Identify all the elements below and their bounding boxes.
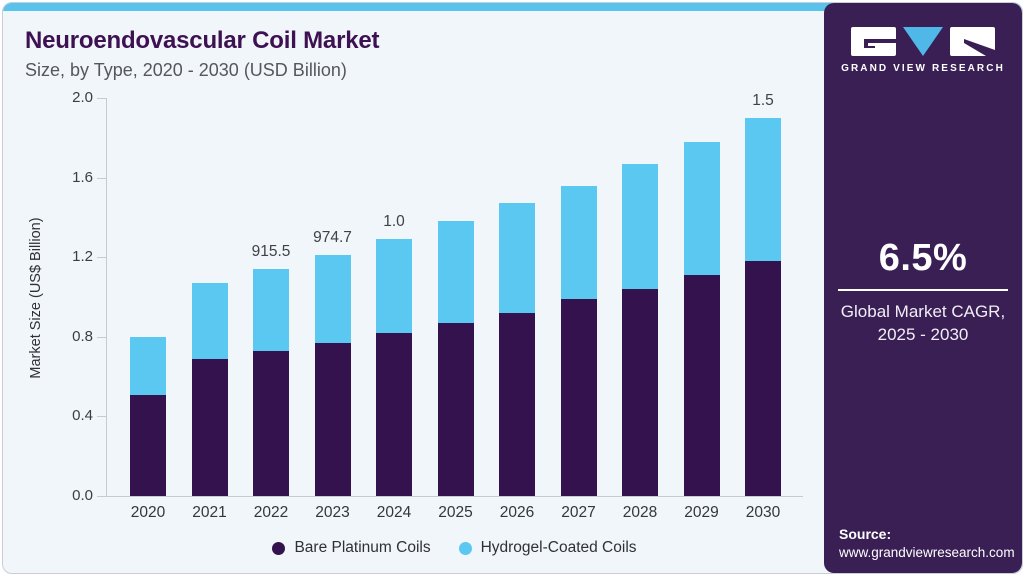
bar-segment-2023-hydrogel <box>314 255 351 343</box>
bar-segment-2029-hydrogel <box>683 141 720 276</box>
source-url: www.grandviewresearch.com <box>839 545 1015 560</box>
y-tick-label: 0.0 <box>72 487 93 504</box>
source-label: Source: <box>839 526 892 542</box>
legend-label: Bare Platinum Coils <box>294 539 431 556</box>
bar-segment-2021-hydrogel <box>191 283 228 359</box>
cagr-caption-line1: Global Market CAGR, <box>840 302 1006 321</box>
legend-label: Hydrogel-Coated Coils <box>480 539 637 556</box>
x-tick-label-2029: 2029 <box>684 504 719 521</box>
stacked-bar-2030 <box>745 117 781 496</box>
bar-segment-2030-hydrogel <box>745 117 781 262</box>
x-tick-label-2025: 2025 <box>438 504 473 521</box>
legend: Bare Platinum Coils Hydrogel-Coated Coils <box>106 539 803 557</box>
cagr-block: 6.5% Global Market CAGR, 2025 - 2030 <box>824 237 1022 346</box>
page-subtitle: Size, by Type, 2020 - 2030 (USD Billion) <box>25 60 347 80</box>
bar-segment-2027-bare <box>560 299 597 496</box>
bar-segment-2024-hydrogel <box>376 239 412 333</box>
x-tick-label-2023: 2023 <box>315 504 350 521</box>
y-tick-mark <box>97 177 107 179</box>
y-axis-title: Market Size (US$ Billion) <box>28 217 44 379</box>
bar-segment-2025-hydrogel <box>437 221 474 323</box>
y-tick-mark <box>97 496 107 497</box>
bar-segment-2022-hydrogel <box>253 269 289 351</box>
stacked-bar-2023 <box>314 255 351 496</box>
bar-segment-2021-bare <box>191 358 228 496</box>
bar-value-label-2030: 1.5 <box>752 91 774 109</box>
bar-segment-2022-bare <box>253 350 289 496</box>
plot-area: 0.0 0.4 0.8 1.2 1.6 2.0 2020 2021 915.5 2022 974.7… <box>72 89 803 521</box>
logo-g-icon <box>851 27 896 56</box>
y-tick-mark <box>97 336 107 338</box>
bar-segment-2030-bare <box>745 261 781 496</box>
cagr-value: 6.5% <box>878 237 968 279</box>
x-tick-label-2026: 2026 <box>499 504 535 521</box>
x-tick-label-2030: 2030 <box>745 504 781 521</box>
x-tick-label-2027: 2027 <box>561 504 596 521</box>
stacked-bar-2022 <box>253 269 289 496</box>
cagr-caption-line2: 2025 - 2030 <box>877 325 969 344</box>
bar-value-label-2023: 974.7 <box>313 229 352 247</box>
bar-value-label-2022: 915.5 <box>251 243 291 261</box>
sidebar: GRAND VIEW RESEARCH 6.5% Global Market C… <box>824 3 1022 573</box>
stacked-bar-2020 <box>130 336 166 496</box>
bar-segment-2028-hydrogel <box>622 163 658 290</box>
logo-r-icon <box>950 27 995 56</box>
x-tick-label-2024: 2024 <box>376 504 412 521</box>
stacked-bar-2026 <box>499 203 535 496</box>
bar-segment-2020-bare <box>130 394 166 496</box>
y-tick-label: 1.6 <box>72 168 93 186</box>
y-tick-label: 2.0 <box>72 89 93 106</box>
x-tick-label-2028: 2028 <box>622 504 658 521</box>
y-tick-label: 0.8 <box>72 327 93 345</box>
stacked-bar-2025 <box>437 221 474 496</box>
bar-segment-2025-bare <box>437 322 474 496</box>
logo-wordmark: GRAND VIEW RESEARCH <box>841 63 1005 74</box>
cagr-divider <box>838 289 1008 291</box>
stacked-bar-2029 <box>683 141 720 496</box>
bar-segment-2029-bare <box>683 275 720 496</box>
stacked-bar-2024 <box>376 239 412 496</box>
bar-segment-2027-hydrogel <box>560 185 597 299</box>
bar-value-label-2024: 1.0 <box>383 213 405 231</box>
gvr-logo <box>824 27 1022 56</box>
legend-swatch-icon <box>272 541 286 555</box>
bar-segment-2023-bare <box>314 342 351 496</box>
bar-segment-2024-bare <box>376 332 412 496</box>
y-tick-label: 0.4 <box>72 407 93 425</box>
bar-segment-2020-hydrogel <box>130 336 166 395</box>
legend-item: Bare Platinum Coils <box>272 539 431 557</box>
source-block: Source: www.grandviewresearch.com <box>839 526 1015 560</box>
bar-segment-2026-hydrogel <box>499 203 535 313</box>
y-tick-label: 1.2 <box>72 248 93 266</box>
legend-item: Hydrogel-Coated Coils <box>458 539 637 557</box>
y-tick-mark <box>97 416 107 418</box>
stacked-bar-2021 <box>191 283 228 496</box>
y-tick-mark <box>97 98 107 99</box>
stacked-bar-2027 <box>560 185 597 496</box>
bar-segment-2026-bare <box>499 312 535 496</box>
page-title: Neuroendovascular Coil Market <box>25 27 380 54</box>
legend-swatch-icon <box>458 541 472 555</box>
y-tick-mark <box>97 257 107 259</box>
x-tick-label-2022: 2022 <box>253 504 289 521</box>
stacked-bar-2028 <box>622 163 658 496</box>
top-accent-bar <box>3 3 1022 11</box>
logo-v-icon <box>903 27 943 56</box>
bar-segment-2028-bare <box>622 289 658 496</box>
chart-panel: Neuroendovascular Coil Market Size, by T… <box>3 3 825 573</box>
x-tick-label-2020: 2020 <box>130 504 166 521</box>
x-tick-label-2021: 2021 <box>192 504 227 521</box>
